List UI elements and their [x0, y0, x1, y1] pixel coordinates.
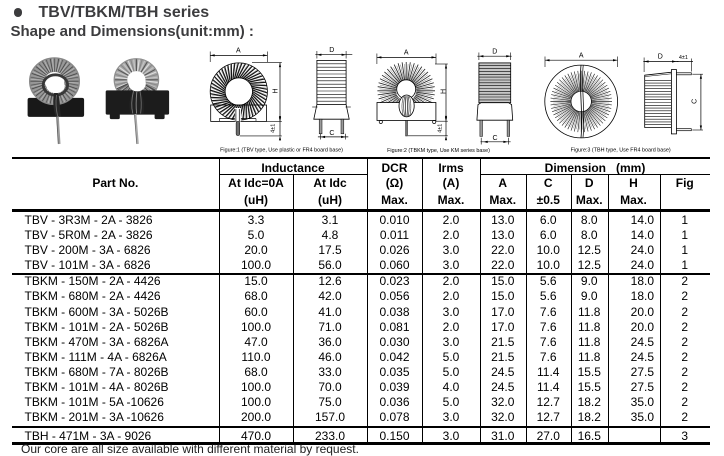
- svg-text:Figure:2 (TBKM type, Use KM se: Figure:2 (TBKM type, Use KM series base): [387, 148, 490, 154]
- svg-text:A: A: [236, 48, 241, 55]
- svg-text:4±1: 4±1: [679, 55, 688, 61]
- svg-text:H: H: [441, 89, 448, 94]
- svg-text:C: C: [329, 130, 334, 137]
- svg-text:A: A: [404, 50, 409, 57]
- svg-text:C: C: [492, 135, 497, 142]
- svg-text:D: D: [492, 48, 497, 55]
- svg-text:4±1: 4±1: [271, 124, 277, 133]
- svg-text:D: D: [329, 47, 334, 54]
- svg-text:4±1: 4±1: [438, 124, 444, 133]
- svg-text:A: A: [579, 52, 584, 59]
- svg-text:Figure:3 (TBH type, Use FR4 bo: Figure:3 (TBH type, Use FR4 board base): [571, 148, 671, 154]
- svg-text:Figure:1 (TBV type, Use plasti: Figure:1 (TBV type, Use plastic or FR4 b…: [220, 147, 343, 153]
- svg-text:D: D: [658, 54, 663, 61]
- svg-text:C: C: [692, 99, 699, 104]
- svg-text:H: H: [273, 88, 280, 93]
